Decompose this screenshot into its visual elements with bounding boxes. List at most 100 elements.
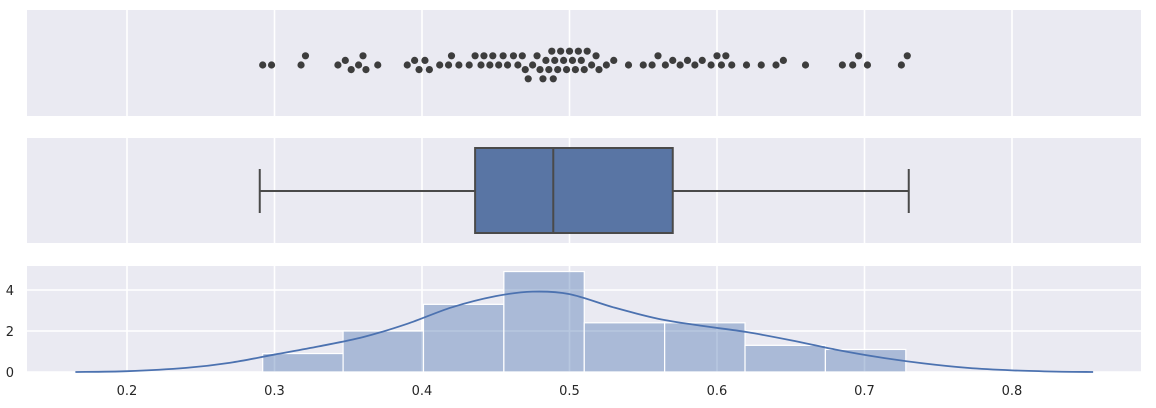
swarm-point	[568, 56, 577, 64]
swarm-point	[669, 56, 677, 64]
swarm-point	[518, 52, 526, 60]
swarm-point	[903, 52, 911, 60]
swarm-point	[521, 66, 529, 74]
swarm-point	[565, 47, 574, 55]
panel-background	[27, 10, 1141, 116]
swarm-point	[374, 61, 382, 69]
histogram-bar	[583, 322, 666, 373]
swarm-point	[648, 61, 656, 69]
swarm-point	[742, 61, 751, 69]
swarm-point	[554, 66, 562, 74]
swarm-point	[489, 52, 497, 60]
swarm-point	[580, 66, 588, 74]
swarm-point	[897, 61, 905, 69]
swarm-point	[536, 66, 544, 74]
swarm-point	[855, 52, 863, 60]
swarm-point	[779, 56, 787, 64]
swarm-point	[447, 52, 456, 60]
swarm-point	[624, 61, 633, 69]
swarm-point	[415, 66, 423, 74]
swarm-point	[849, 61, 857, 69]
swarm-point	[610, 56, 618, 64]
swarm-point	[717, 61, 726, 69]
histogram-bar	[342, 330, 425, 373]
swarm-point	[574, 47, 582, 55]
swarm-point	[471, 52, 479, 60]
histogram-bar	[744, 344, 827, 373]
swarm-point	[347, 66, 355, 74]
swarm-point	[524, 75, 532, 83]
swarm-point	[676, 61, 684, 69]
x-tick-label: 0.7	[854, 384, 875, 399]
histogram-panel	[27, 266, 1141, 373]
swarm-point	[362, 66, 370, 74]
x-tick-label: 0.2	[117, 384, 138, 399]
swarm-point	[549, 75, 557, 83]
swarm-point	[514, 61, 522, 69]
swarm-point	[455, 61, 463, 69]
swarm-point	[359, 52, 367, 60]
swarm-point	[772, 61, 780, 69]
swarm-plot-panel	[27, 10, 1141, 116]
swarm-point	[683, 56, 692, 64]
swarm-point	[509, 52, 518, 60]
swarm-point	[539, 75, 547, 83]
swarm-point	[411, 56, 419, 64]
swarm-point	[421, 56, 429, 64]
x-tick-label: 0.8	[1002, 384, 1023, 399]
y-tick-label: 0	[6, 366, 14, 381]
swarm-point	[465, 61, 473, 69]
swarm-point	[595, 66, 603, 74]
y-tick-label: 2	[6, 325, 14, 340]
swarm-point	[562, 66, 571, 74]
histogram-bar	[503, 270, 585, 373]
swarm-point	[560, 56, 568, 64]
swarm-point	[557, 47, 565, 55]
swarm-point	[801, 61, 810, 69]
swarm-point	[838, 61, 846, 69]
swarm-point	[548, 47, 556, 55]
swarm-point	[691, 61, 699, 69]
x-tick-label: 0.3	[264, 384, 285, 399]
swarm-point	[545, 66, 553, 74]
swarm-point	[863, 61, 872, 69]
swarm-point	[713, 52, 721, 60]
swarm-point	[495, 61, 503, 69]
swarm-point	[757, 61, 765, 69]
swarm-point	[425, 66, 433, 74]
swarm-point	[551, 56, 559, 64]
swarm-point	[583, 47, 591, 55]
histogram-bar	[824, 348, 907, 373]
histogram-bar	[422, 303, 505, 373]
swarm-point	[436, 61, 444, 69]
swarm-point	[297, 61, 305, 69]
swarm-point	[334, 61, 342, 69]
x-tick-label: 0.5	[559, 384, 580, 399]
swarm-point	[259, 61, 267, 69]
swarm-point	[341, 56, 349, 64]
box-plot-panel	[27, 138, 1141, 243]
swarm-point	[661, 61, 669, 69]
swarm-point	[477, 61, 485, 69]
tick-labels: 0.2 0.3 0.4 0.5 0.6 0.7 0.8 0 2 4	[6, 284, 1023, 399]
swarm-point	[480, 52, 488, 60]
swarm-point	[267, 61, 276, 69]
swarm-point	[602, 61, 610, 69]
swarm-point	[542, 56, 550, 64]
interquartile-box	[474, 147, 674, 234]
swarm-point	[533, 52, 541, 60]
swarm-point	[698, 56, 706, 64]
swarm-point	[529, 61, 537, 69]
swarm-point	[592, 52, 600, 60]
x-tick-label: 0.6	[707, 384, 728, 399]
swarm-point	[301, 52, 310, 60]
histogram-bar	[262, 352, 344, 373]
swarm-point	[728, 61, 736, 69]
swarm-point	[707, 61, 715, 69]
swarm-point	[444, 61, 453, 69]
swarm-point	[503, 61, 512, 69]
swarm-point	[577, 56, 585, 64]
swarm-point	[499, 52, 507, 60]
swarm-point	[639, 61, 647, 69]
